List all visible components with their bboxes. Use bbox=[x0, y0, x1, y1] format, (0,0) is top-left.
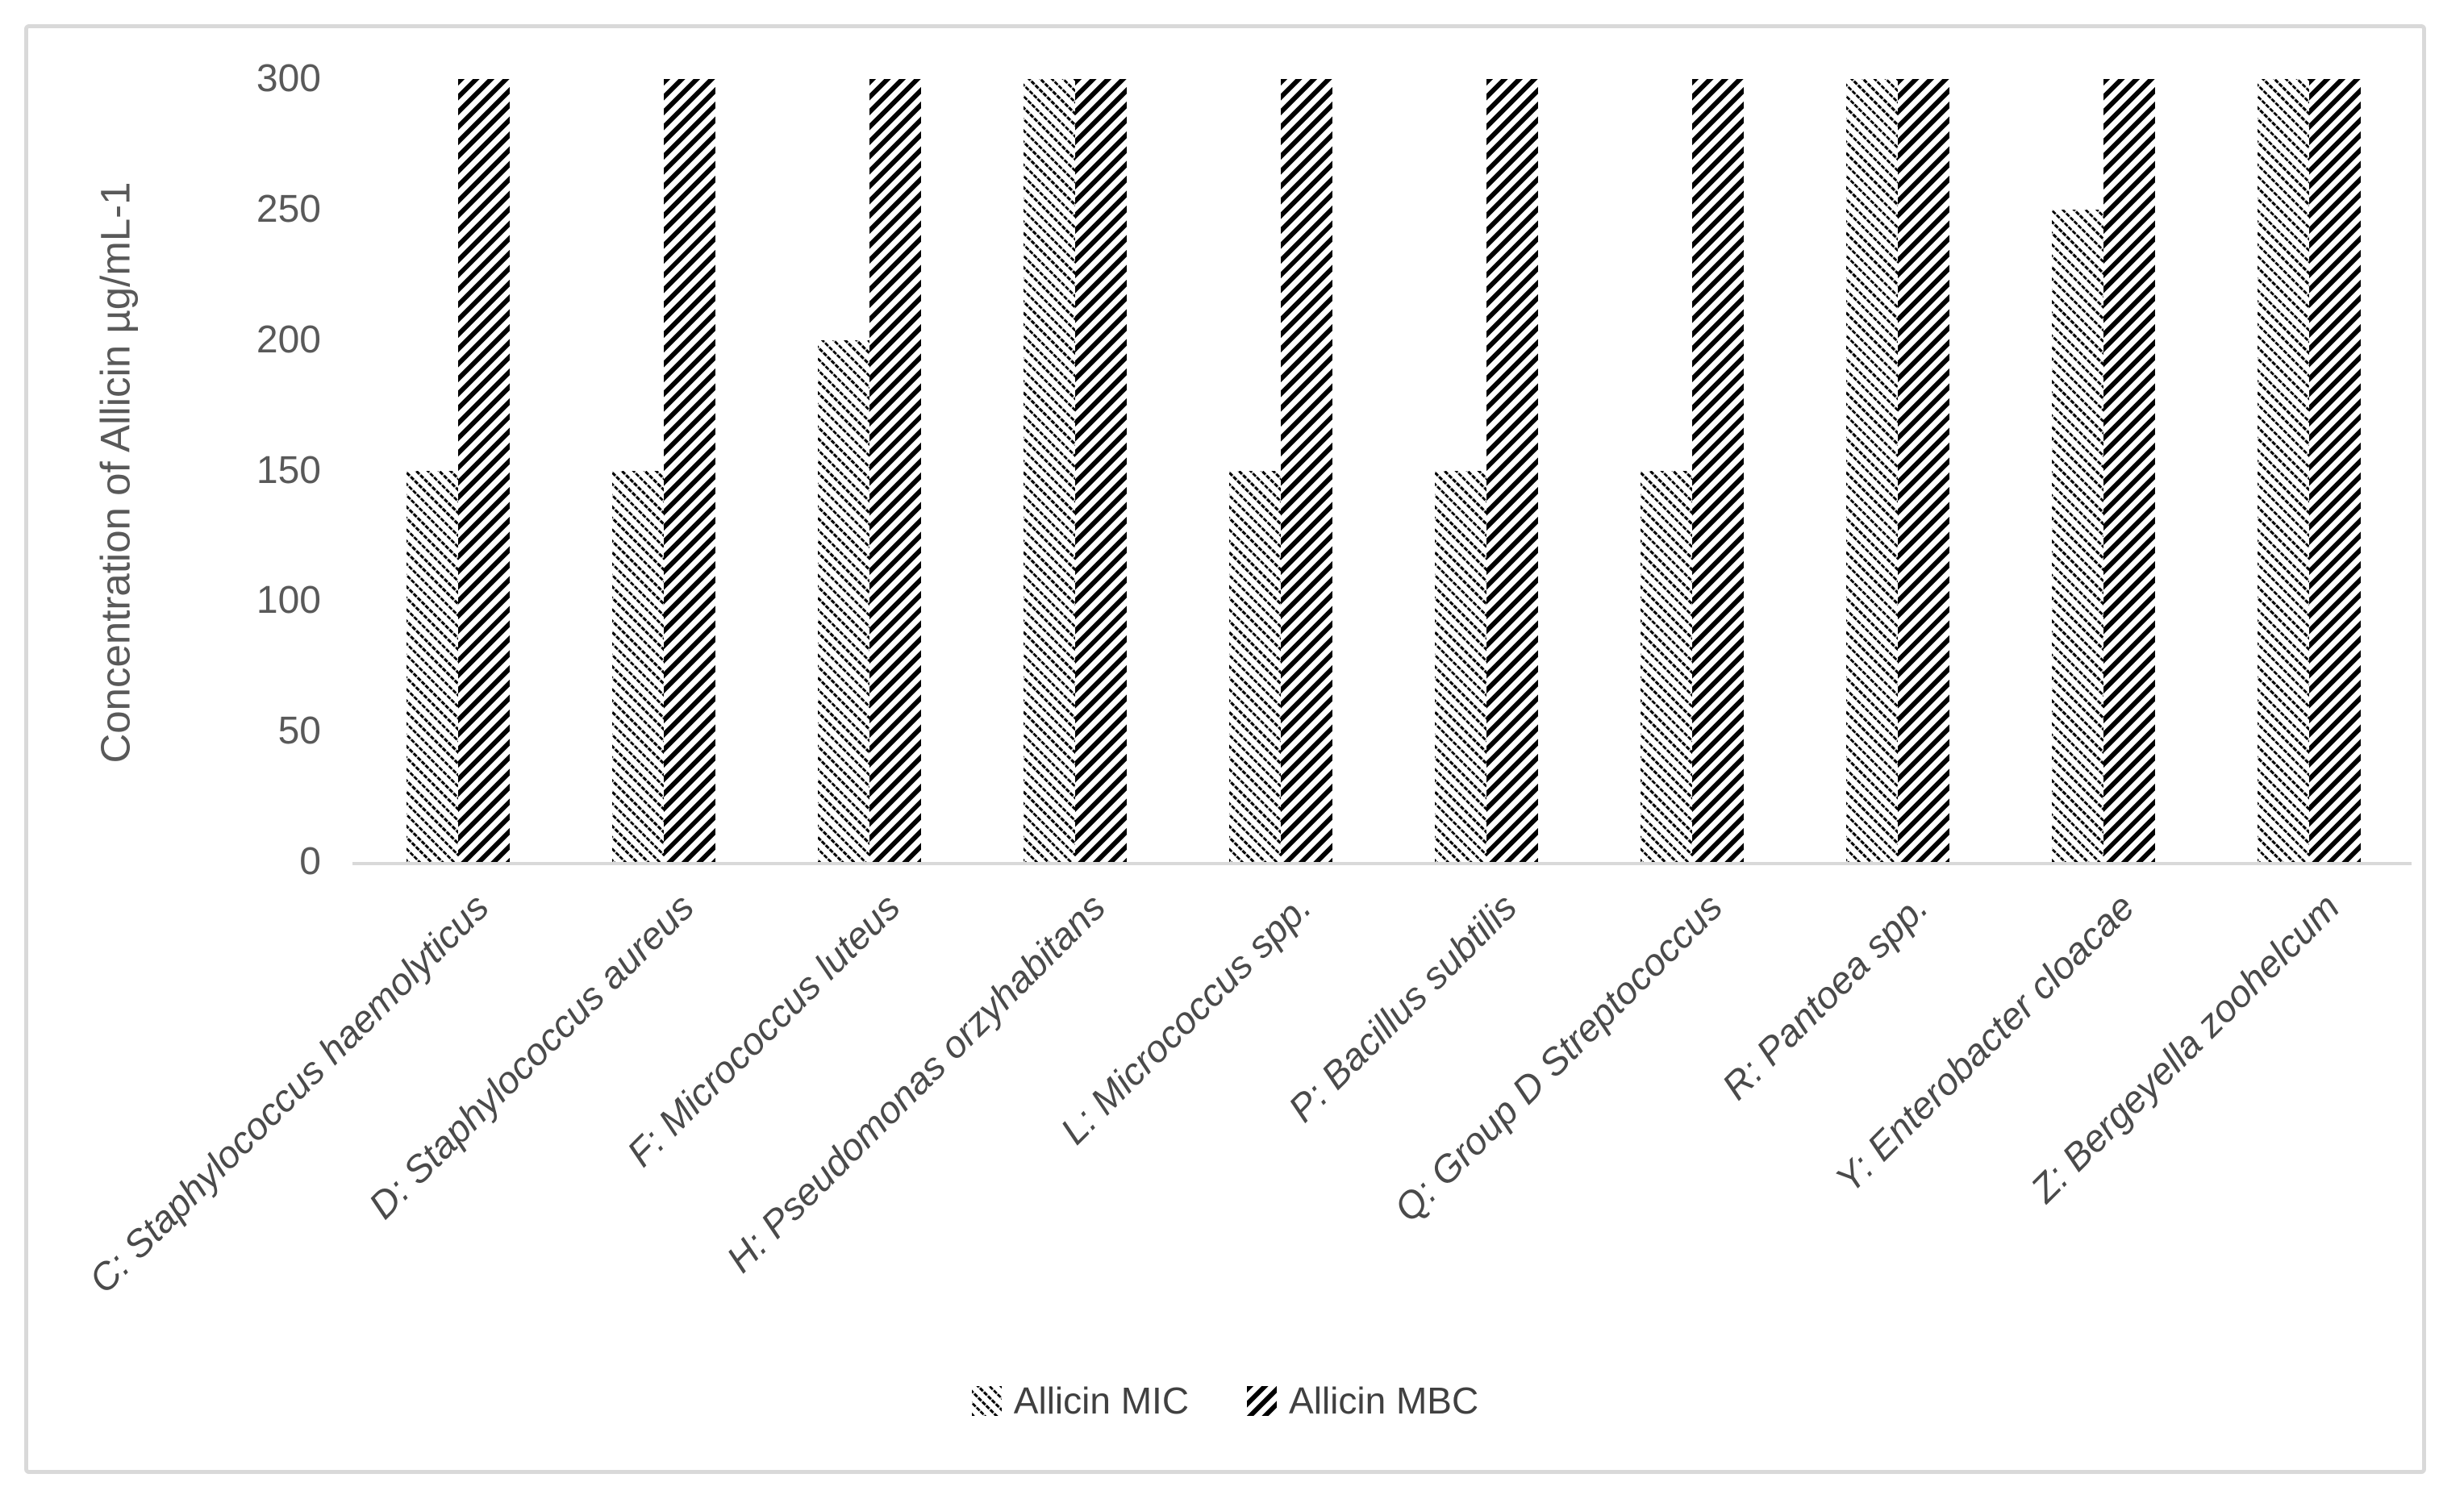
bar-allicin-mic bbox=[1845, 79, 1898, 862]
legend-item-allicin-mic: Allicin MIC bbox=[971, 1379, 1190, 1422]
bar-allicin-mic bbox=[2051, 209, 2103, 862]
bar-allicin-mic bbox=[2257, 79, 2309, 862]
bar-allicin-mbc bbox=[2103, 79, 2155, 862]
bar-allicin-mbc bbox=[1691, 79, 1744, 862]
mic-hatch-swatch-icon bbox=[971, 1385, 1002, 1416]
bar-allicin-mic bbox=[1434, 470, 1486, 862]
bar-allicin-mic bbox=[611, 470, 664, 862]
bar-allicin-mic bbox=[406, 470, 458, 862]
bar-allicin-mbc bbox=[1280, 79, 1332, 862]
bar-allicin-mbc bbox=[663, 79, 715, 862]
legend-item-allicin-mbc: Allicin MBC bbox=[1247, 1379, 1478, 1422]
bar-allicin-mbc bbox=[1074, 79, 1127, 862]
bar-allicin-mbc bbox=[1486, 79, 1538, 862]
y-tick-label: 250 bbox=[256, 187, 321, 231]
bar-allicin-mic bbox=[1023, 79, 1075, 862]
legend: Allicin MIC Allicin MBC bbox=[24, 1379, 2426, 1422]
y-tick-label: 300 bbox=[256, 57, 321, 100]
x-axis-line bbox=[352, 862, 2412, 865]
y-tick-label: 150 bbox=[256, 448, 321, 492]
bar-allicin-mic bbox=[817, 339, 869, 862]
bar-allicin-mbc bbox=[2308, 79, 2361, 862]
bar-allicin-mbc bbox=[1897, 79, 1949, 862]
bar-allicin-mic bbox=[1228, 470, 1281, 862]
y-tick-label: 0 bbox=[299, 840, 321, 883]
y-tick-label: 200 bbox=[256, 318, 321, 361]
y-tick-label: 50 bbox=[277, 710, 321, 753]
mbc-hatch-swatch-icon bbox=[1247, 1385, 1278, 1416]
legend-label-mic: Allicin MIC bbox=[1013, 1380, 1190, 1422]
bar-allicin-mbc bbox=[869, 79, 921, 862]
legend-label-mbc: Allicin MBC bbox=[1289, 1380, 1479, 1422]
y-tick-label: 100 bbox=[256, 579, 321, 622]
bar-allicin-mbc bbox=[457, 79, 510, 862]
bar-allicin-mic bbox=[1640, 470, 1692, 862]
